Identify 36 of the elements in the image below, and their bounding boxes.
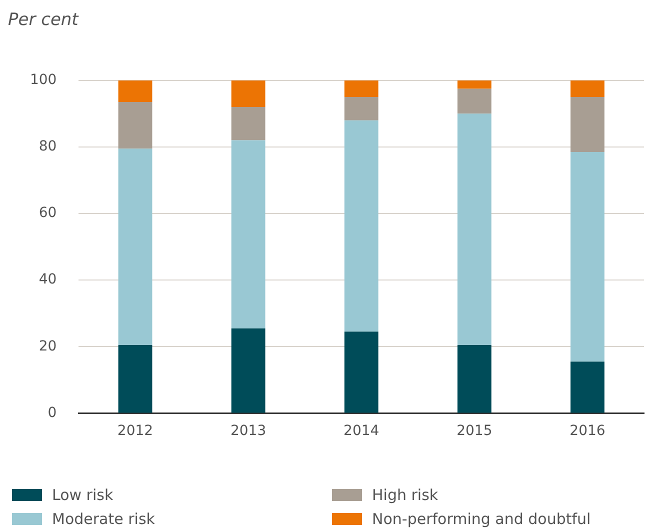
x-tick-label: 2016 (570, 423, 606, 440)
y-axis-title: Per cent (8, 9, 80, 32)
bar (344, 332, 378, 413)
bar (457, 88, 492, 114)
y-tick-label: 40 (38, 272, 57, 288)
bar (118, 148, 152, 345)
x-tick-label: 2014 (344, 423, 380, 440)
bar (118, 344, 152, 413)
bar (344, 120, 378, 332)
bar (457, 114, 492, 345)
bar (231, 328, 266, 413)
legend-label: Moderate risk (52, 510, 155, 528)
bar (570, 97, 604, 152)
bar (344, 80, 378, 98)
legend-label: Low risk (52, 486, 114, 504)
bar (570, 362, 604, 413)
x-tick-label: 2012 (117, 423, 154, 440)
bar (457, 80, 492, 89)
y-tick-label: 0 (48, 404, 57, 421)
legend-label: Non-performing and doubtful (372, 510, 591, 528)
bar (231, 107, 266, 140)
bar (570, 80, 604, 98)
bar (457, 344, 492, 413)
legend-label: High risk (372, 486, 438, 504)
y-tick-label: 20 (38, 338, 57, 354)
bar (344, 97, 378, 120)
bar (118, 80, 152, 102)
bar (231, 80, 266, 108)
bar (118, 102, 152, 149)
y-tick-label: 60 (38, 205, 57, 222)
bar (231, 140, 266, 328)
x-tick-label: 2015 (456, 423, 492, 440)
y-tick-label: 100 (30, 72, 57, 88)
x-tick-label: 2013 (230, 423, 266, 440)
bar (570, 152, 604, 362)
y-tick-label: 80 (38, 138, 57, 155)
